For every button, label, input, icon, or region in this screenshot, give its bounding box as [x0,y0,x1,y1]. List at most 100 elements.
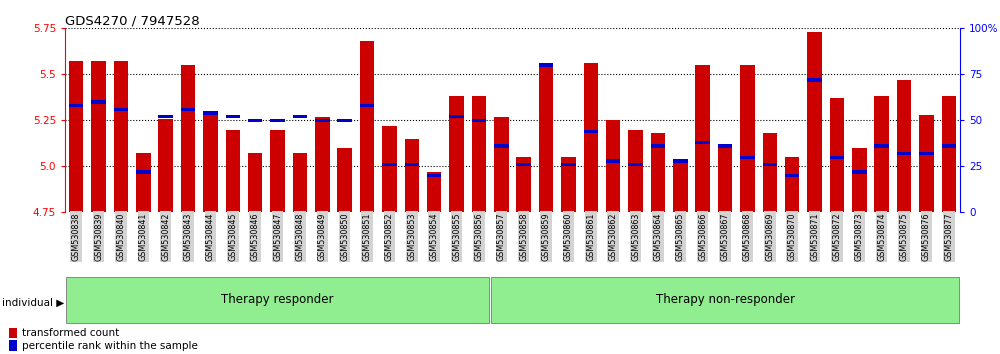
Text: GSM530865: GSM530865 [676,212,685,261]
Bar [852,148,867,212]
Bar [382,126,397,212]
Text: GSM530866: GSM530866 [698,212,707,261]
Bar [942,144,956,148]
Bar [91,100,106,104]
Bar [114,62,128,212]
Bar [740,155,755,159]
Bar [628,163,643,166]
Bar [360,41,374,212]
Bar [897,152,911,155]
Bar [203,111,218,212]
Bar [491,277,959,323]
Bar [830,98,844,212]
Text: individual ▶: individual ▶ [2,298,64,308]
Bar [494,117,509,212]
Bar [449,115,464,118]
Bar [919,152,934,155]
Bar [114,108,128,111]
Bar [785,174,799,177]
Text: GSM530876: GSM530876 [922,212,931,261]
Bar [427,172,441,212]
Bar [516,163,531,166]
Bar [181,65,195,212]
Text: GSM530848: GSM530848 [295,212,304,261]
Bar [942,96,956,212]
Text: GSM530852: GSM530852 [385,212,394,261]
Text: GSM530858: GSM530858 [519,212,528,261]
Text: GSM530850: GSM530850 [340,212,349,261]
Bar [158,115,173,118]
Bar [673,161,688,212]
Text: GSM530872: GSM530872 [832,212,841,261]
Bar [897,80,911,212]
Bar [628,130,643,212]
Text: GSM530841: GSM530841 [139,212,148,261]
Bar [136,154,151,212]
Text: GSM530842: GSM530842 [161,212,170,261]
Bar [270,130,285,212]
Text: GSM530857: GSM530857 [497,212,506,261]
Text: GSM530862: GSM530862 [609,212,618,261]
Bar [718,148,732,212]
Bar [158,119,173,212]
Bar [695,65,710,212]
Bar [382,163,397,166]
Bar [472,119,486,122]
Bar [539,63,553,67]
Bar [584,63,598,212]
Text: GSM530839: GSM530839 [94,212,103,261]
Bar [270,119,285,122]
Text: GSM530874: GSM530874 [877,212,886,261]
Text: GSM530860: GSM530860 [564,212,573,261]
Bar [226,130,240,212]
Bar [561,163,576,166]
Text: GSM530859: GSM530859 [542,212,551,261]
Bar [718,144,732,148]
Text: GSM530838: GSM530838 [72,212,81,261]
Bar [248,154,262,212]
Bar [651,133,665,212]
Text: GSM530844: GSM530844 [206,212,215,261]
Bar [360,104,374,107]
Bar [248,119,262,122]
Bar [539,65,553,212]
Text: Therapy non-responder: Therapy non-responder [656,292,795,306]
Bar [763,133,777,212]
Text: transformed count: transformed count [22,328,119,338]
Bar [807,78,822,81]
Text: GSM530854: GSM530854 [430,212,439,261]
Text: GSM530851: GSM530851 [363,212,372,261]
Text: GSM530871: GSM530871 [810,212,819,261]
Text: Therapy responder: Therapy responder [221,292,334,306]
Bar [9,328,17,338]
Bar [203,112,218,115]
Bar [919,115,934,212]
Bar [740,65,755,212]
Bar [9,341,17,351]
Bar [874,96,889,212]
Text: GSM530847: GSM530847 [273,212,282,261]
Bar [405,163,419,166]
Text: GSM530864: GSM530864 [653,212,662,261]
Bar [606,120,620,212]
Bar [337,119,352,122]
Bar [91,62,106,212]
Text: GSM530873: GSM530873 [855,212,864,261]
Text: GSM530877: GSM530877 [944,212,953,261]
Bar [427,174,441,177]
Bar [136,170,151,173]
Bar [472,96,486,212]
Text: GSM530875: GSM530875 [900,212,909,261]
Bar [807,32,822,212]
Text: GSM530870: GSM530870 [788,212,797,261]
Text: GSM530867: GSM530867 [721,212,730,261]
Bar [293,115,307,118]
Bar [673,159,688,162]
Text: GSM530845: GSM530845 [228,212,237,261]
Bar [315,117,330,212]
Text: GSM530856: GSM530856 [474,212,483,261]
Text: GSM530849: GSM530849 [318,212,327,261]
Bar [66,277,489,323]
Text: GSM530863: GSM530863 [631,212,640,261]
Text: GSM530855: GSM530855 [452,212,461,261]
